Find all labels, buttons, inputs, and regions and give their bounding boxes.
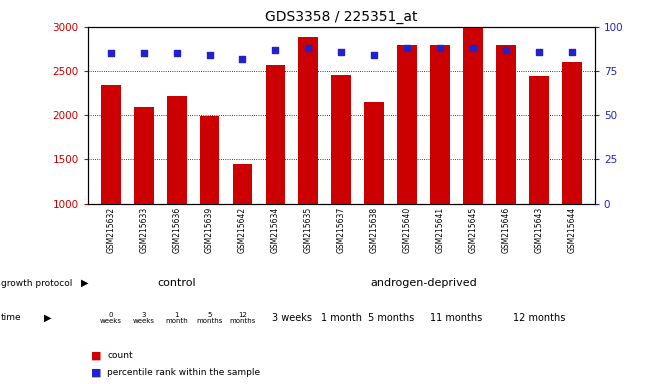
- Text: 3
weeks: 3 weeks: [133, 311, 155, 324]
- Bar: [101, 85, 121, 204]
- Point: [270, 47, 281, 53]
- Point: [138, 50, 149, 56]
- Title: GDS3358 / 225351_at: GDS3358 / 225351_at: [265, 10, 417, 25]
- Text: GSM215643: GSM215643: [534, 207, 543, 253]
- Text: ▶: ▶: [44, 313, 52, 323]
- Bar: [397, 45, 417, 204]
- Text: GSM215646: GSM215646: [501, 207, 510, 253]
- Point: [435, 45, 445, 51]
- Bar: [529, 76, 549, 204]
- Text: GSM215638: GSM215638: [370, 207, 379, 253]
- Bar: [430, 45, 450, 204]
- Text: GSM215639: GSM215639: [205, 207, 214, 253]
- Text: ▶: ▶: [81, 278, 89, 288]
- Text: GSM215632: GSM215632: [107, 207, 115, 253]
- Text: ■: ■: [91, 367, 101, 377]
- Text: GSM215633: GSM215633: [139, 207, 148, 253]
- Text: count: count: [107, 351, 133, 360]
- Bar: [134, 107, 153, 204]
- Text: 1
month: 1 month: [165, 311, 188, 324]
- Bar: [298, 36, 318, 204]
- Point: [237, 56, 248, 62]
- Point: [204, 52, 214, 58]
- Point: [303, 45, 313, 51]
- Bar: [496, 45, 515, 204]
- Text: time: time: [1, 313, 21, 322]
- Text: GSM215644: GSM215644: [567, 207, 576, 253]
- Text: growth protocol: growth protocol: [1, 279, 72, 288]
- Text: GSM215637: GSM215637: [337, 207, 346, 253]
- Text: GSM215634: GSM215634: [271, 207, 280, 253]
- Text: 3 weeks: 3 weeks: [272, 313, 312, 323]
- Text: GSM215645: GSM215645: [469, 207, 478, 253]
- Bar: [266, 65, 285, 204]
- Point: [336, 48, 346, 55]
- Bar: [332, 74, 351, 204]
- Text: GSM215636: GSM215636: [172, 207, 181, 253]
- Text: 12
months: 12 months: [229, 311, 255, 324]
- Point: [468, 45, 478, 51]
- Text: ■: ■: [91, 350, 101, 360]
- Text: 12 months: 12 months: [513, 313, 565, 323]
- Point: [172, 50, 182, 56]
- Text: GSM215642: GSM215642: [238, 207, 247, 253]
- Text: androgen-deprived: androgen-deprived: [370, 278, 477, 288]
- Text: percentile rank within the sample: percentile rank within the sample: [107, 368, 261, 377]
- Point: [105, 50, 116, 56]
- Bar: [562, 62, 582, 204]
- Point: [369, 52, 380, 58]
- Bar: [463, 28, 483, 204]
- Bar: [167, 96, 187, 204]
- Point: [500, 47, 511, 53]
- Text: 1 month: 1 month: [320, 313, 362, 323]
- Text: control: control: [157, 278, 196, 288]
- Text: GSM215641: GSM215641: [436, 207, 445, 253]
- Text: 0
weeks: 0 weeks: [100, 311, 122, 324]
- Text: 5
months: 5 months: [196, 311, 223, 324]
- Point: [534, 48, 544, 55]
- Point: [567, 48, 577, 55]
- Text: 5 months: 5 months: [367, 313, 414, 323]
- Text: GSM215640: GSM215640: [402, 207, 411, 253]
- Bar: [233, 164, 252, 204]
- Point: [402, 45, 412, 51]
- Text: GSM215635: GSM215635: [304, 207, 313, 253]
- Bar: [364, 102, 384, 204]
- Text: 11 months: 11 months: [430, 313, 482, 323]
- Bar: [200, 116, 220, 204]
